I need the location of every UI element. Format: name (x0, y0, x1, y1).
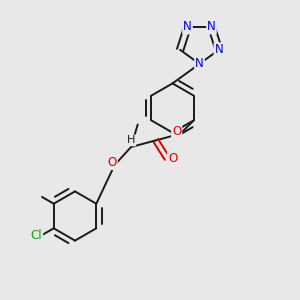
Text: H: H (127, 135, 135, 146)
Text: N: N (183, 20, 192, 34)
Text: N: N (207, 20, 216, 34)
Text: N: N (214, 43, 223, 56)
Text: Cl: Cl (31, 229, 42, 242)
Text: O: O (168, 152, 177, 165)
Text: N: N (195, 57, 204, 70)
Text: O: O (172, 125, 181, 138)
Text: O: O (108, 156, 117, 169)
